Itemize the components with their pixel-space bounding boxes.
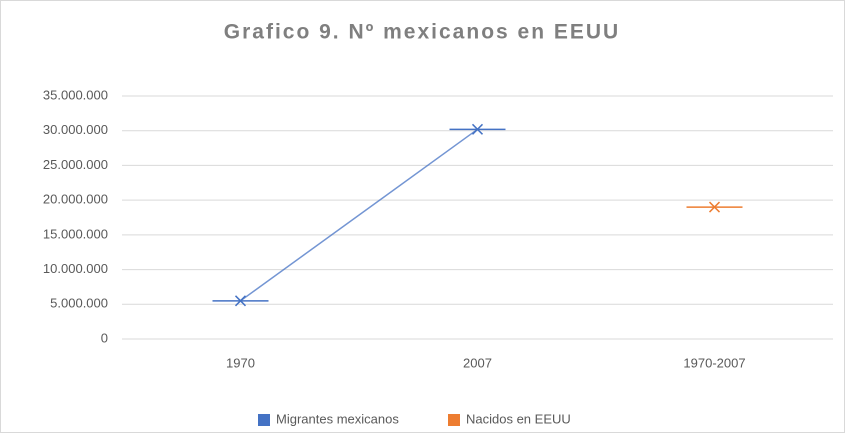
- y-tick-label: 20.000.000: [43, 192, 108, 207]
- marker: [686, 201, 743, 213]
- legend-label: Migrantes mexicanos: [276, 411, 399, 426]
- y-tick-label: 30.000.000: [43, 122, 108, 137]
- y-tick-label: 10.000.000: [43, 261, 108, 276]
- x-tick-label: 1970-2007: [683, 355, 745, 370]
- marker: [449, 123, 506, 135]
- x-tick-label: 1970: [226, 355, 255, 370]
- x-tick-label: 2007: [463, 355, 492, 370]
- marker-cross: [708, 201, 721, 213]
- marker-cross: [234, 295, 247, 307]
- y-tick-label: 5.000.000: [50, 296, 108, 311]
- marker-cross: [471, 123, 484, 135]
- legend-swatch: [258, 414, 270, 426]
- y-tick-label: 15.000.000: [43, 226, 108, 241]
- y-tick-label: 0: [101, 330, 108, 345]
- legend-swatch: [448, 414, 460, 426]
- chart-title: Grafico 9. Nº mexicanos en EEUU: [224, 21, 620, 44]
- y-tick-label: 25.000.000: [43, 157, 108, 172]
- series-line: [240, 128, 478, 302]
- marker: [212, 295, 269, 307]
- y-tick-label: 35.000.000: [43, 87, 108, 102]
- legend-label: Nacidos en EEUU: [466, 411, 571, 426]
